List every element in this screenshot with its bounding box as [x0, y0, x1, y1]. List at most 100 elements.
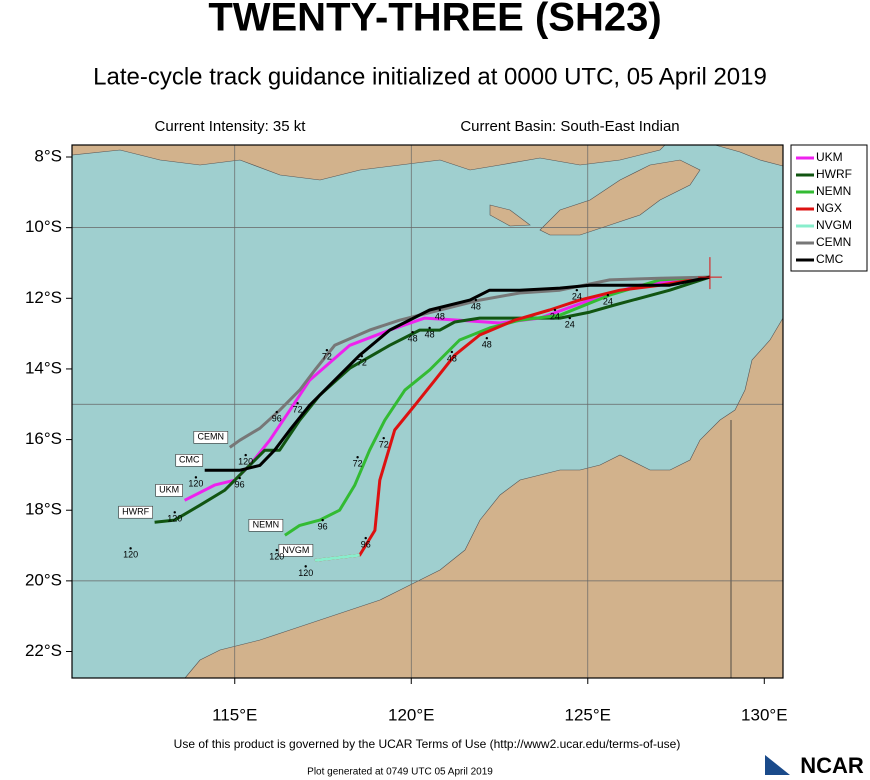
hour-label: 24: [550, 311, 560, 321]
legend-label: HWRF: [816, 167, 852, 181]
y-tick-label: 14°S: [25, 358, 62, 377]
hour-dot: [450, 350, 454, 354]
hour-label: 72: [353, 459, 363, 469]
y-tick-label: 12°S: [25, 288, 62, 307]
y-tick-label: 22°S: [25, 641, 62, 660]
hour-label: 120: [238, 456, 253, 466]
end-box: [193, 431, 229, 444]
end-label: NEMN: [253, 520, 280, 530]
legend-label: CEMN: [816, 235, 851, 249]
footer: Use of this product is governed by the U…: [174, 737, 681, 751]
hour-label: 48: [471, 301, 481, 311]
hour-label: 48: [408, 334, 418, 344]
x-tick-label: 115°E: [212, 705, 257, 724]
end-box: [248, 519, 284, 532]
y-tick-label: 10°S: [25, 217, 62, 236]
end-label: CEMN: [198, 432, 225, 442]
x-tick-label: 120°E: [388, 705, 435, 724]
logo: NCAR: [800, 753, 864, 778]
x-tick-label: 125°E: [565, 705, 612, 724]
hour-label: 72: [379, 440, 389, 450]
storm-position: [697, 257, 722, 290]
hour-dot: [129, 547, 132, 550]
hour-dot: [474, 298, 478, 302]
end-label: CMC: [179, 455, 200, 465]
intensity: Current Intensity: 35 kt: [155, 118, 307, 135]
legend-label: UKM: [816, 150, 843, 164]
hour-label: 72: [293, 405, 303, 415]
hour-label: 120: [269, 552, 284, 562]
hour-label: 24: [603, 296, 613, 306]
subtitle: Late-cycle track guidance initialized at…: [93, 63, 767, 90]
hour-label: 24: [565, 319, 575, 329]
track: [314, 275, 711, 562]
hour-label: 96: [272, 413, 282, 423]
hour-label: 24: [572, 292, 582, 302]
hour-dot: [428, 326, 431, 330]
hour-dot: [364, 536, 367, 540]
track: [284, 275, 710, 537]
end-box: [278, 544, 314, 557]
map: [71, 144, 784, 679]
end-box: [175, 454, 204, 467]
hour-dot: [485, 337, 489, 340]
hour-dot: [325, 349, 329, 352]
hour-dot: [553, 308, 557, 312]
end-box: [155, 484, 183, 497]
hour-label: 96: [318, 521, 328, 531]
hour-label: 48: [425, 329, 435, 339]
hour-label: 120: [188, 479, 203, 489]
hour-label: 96: [361, 540, 371, 550]
end-box: [118, 505, 153, 519]
end-label: UKM: [159, 485, 179, 495]
timor: [539, 159, 701, 236]
hour-dot: [304, 565, 307, 568]
hour-dot: [575, 288, 579, 292]
legend-label: NVGM: [816, 218, 852, 232]
hour-dot: [360, 355, 364, 358]
hour-dot: [411, 331, 414, 334]
legend-label: CMC: [816, 252, 844, 266]
plot-frame: [71, 144, 784, 679]
hour-dot: [275, 410, 278, 414]
hour-dot: [194, 476, 198, 479]
hour-dot: [296, 401, 299, 405]
x-tick-label: 130°E: [741, 705, 788, 724]
hour-label: 96: [235, 479, 245, 489]
logo-mark: [765, 755, 790, 775]
track: [204, 275, 711, 472]
hour-dot: [173, 511, 176, 514]
hour-label: 72: [322, 352, 332, 362]
hour-label: 72: [357, 358, 367, 368]
hour-dot: [568, 316, 571, 320]
australia: [184, 316, 784, 679]
hour-dot: [275, 548, 278, 552]
end-label: HWRF: [122, 507, 149, 517]
chart-title: TWENTY-THREE (SH23): [208, 0, 661, 40]
hour-label: 48: [482, 340, 492, 350]
y-tick-label: 16°S: [25, 429, 62, 448]
hour-label: 120: [123, 550, 138, 560]
sumba: [489, 204, 531, 227]
legend-label: NGX: [816, 201, 842, 215]
legend-label: NEMN: [816, 184, 851, 198]
end-label: NVGM: [282, 545, 309, 555]
track: [314, 553, 360, 562]
hour-label: 120: [298, 568, 313, 578]
hour-dot: [606, 293, 610, 297]
hour-label: 120: [167, 514, 182, 524]
hour-dot: [382, 436, 385, 440]
hour-label: 48: [447, 353, 457, 363]
y-tick-label: 8°S: [34, 146, 62, 165]
generated: Plot generated at 0749 UTC 05 April 2019: [307, 767, 493, 778]
hour-label: 48: [435, 311, 445, 321]
lesser-sunda: [71, 144, 666, 181]
hour-dot: [238, 476, 241, 480]
y-tick-label: 18°S: [25, 500, 62, 519]
hour-dot: [321, 518, 324, 522]
hour-dot: [438, 308, 442, 312]
hour-dot: [356, 456, 359, 459]
track: [154, 275, 711, 524]
basin: Current Basin: South-East Indian: [460, 118, 679, 135]
